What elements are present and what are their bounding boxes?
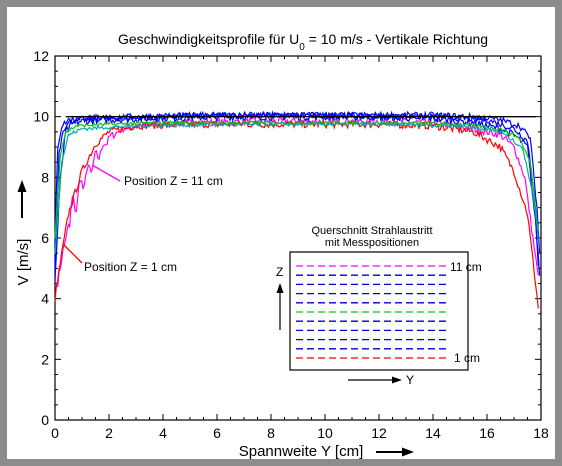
chart-title: Geschwindigkeitsprofile für U0 = 10 m/s … [118,31,488,53]
y-tick-label: 2 [41,351,49,367]
inset-bottom-label: 1 cm [454,351,480,365]
inset-y-label: Y [406,373,414,387]
chart-title-suffix: = 10 m/s - Vertikale Richtung [305,31,488,47]
annotation-z11-label: Position Z = 11 cm [124,174,223,188]
inset-title-line2: mit Messpositionen [325,237,419,249]
x-tick-label: 0 [51,425,59,441]
x-tick-label: 14 [425,425,441,441]
inset-y-arrow [348,376,402,384]
x-tick-label: 18 [533,425,549,441]
annotation-z1-pointer [62,243,83,264]
y-tick-label: 4 [41,291,49,307]
chart-title-subscript: 0 [299,42,305,53]
y-tick-label: 8 [41,169,49,185]
x-axis-arrow [376,447,414,457]
x-tick-label: 2 [105,425,113,441]
y-tick-labels: 0 2 4 6 8 10 12 [33,48,49,428]
x-tick-label: 6 [213,425,221,441]
inset-title-line1: Querschnitt Strahlaustritt [311,225,432,237]
inset-top-label: 11 cm [450,260,482,274]
x-axis-label: Spannweite Y [cm] [239,443,364,460]
x-tick-label: 12 [371,425,387,441]
y-tick-label: 0 [41,412,49,428]
y-axis-label: V [m/s] [15,239,32,286]
annotation-z1: Position Z = 1 cm [62,243,177,274]
annotation-z11: Position Z = 11 cm [91,164,223,188]
x-tick-label: 16 [479,425,495,441]
annotation-z11-pointer [91,164,121,182]
x-tick-labels: 0 2 4 6 8 10 12 14 16 18 [51,425,549,441]
series-line [54,110,541,254]
inset-measure-lines [296,265,448,359]
inset-z-arrow [276,283,284,330]
chart-title-prefix: Geschwindigkeitsprofile für U [118,31,299,47]
x-tick-label: 4 [159,425,167,441]
series-group [54,109,541,309]
y-tick-label: 6 [41,230,49,246]
x-tick-label: 8 [267,425,275,441]
annotation-z1-label: Position Z = 1 cm [84,260,177,274]
x-tick-label: 10 [317,425,333,441]
inset-box [289,251,469,371]
series-line [54,120,539,254]
y-tick-label: 12 [33,48,49,64]
y-axis-arrow [17,180,27,218]
inset-z-label: Z [276,265,283,279]
y-tick-label: 10 [33,109,49,125]
inset-cross-section: Querschnitt Strahlaustritt mit Messposit… [276,225,482,387]
